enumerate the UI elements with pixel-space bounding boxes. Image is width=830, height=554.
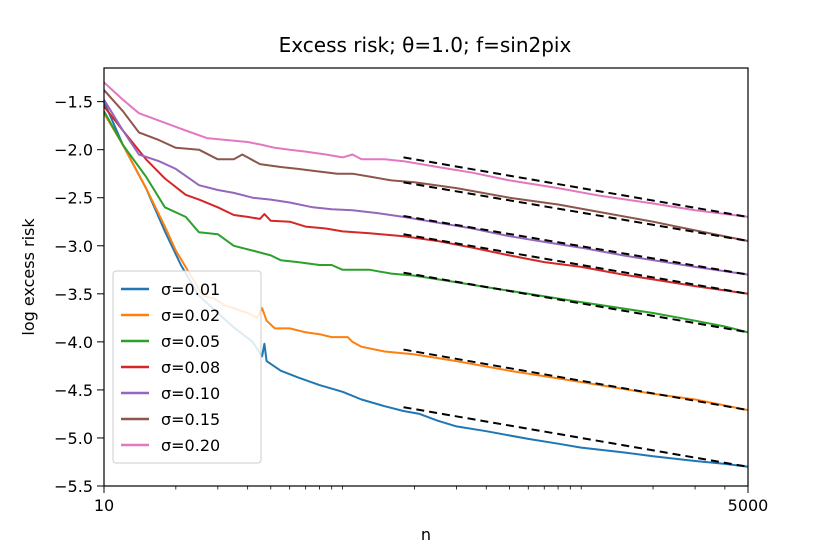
legend-entry: σ=0.15 (161, 410, 220, 429)
y-tick-label: −1.5 (54, 93, 93, 112)
plot-area (103, 81, 749, 468)
x-tick-label: 10 (94, 496, 114, 515)
chart-title: Excess risk; θ=1.0; f=sin2pix (279, 33, 572, 57)
legend-box (112, 270, 262, 464)
series-line-4 (103, 99, 749, 276)
x-axis: 10 5000 (94, 486, 769, 515)
y-tick-label: −4.5 (54, 381, 93, 400)
fit-line-6 (403, 156, 749, 218)
legend-entry: σ=0.02 (161, 306, 220, 325)
fit-line-4 (403, 214, 749, 276)
fit-line-5 (403, 181, 749, 242)
y-tick-label: −3.0 (54, 237, 93, 256)
y-axis: −5.5 −5.0 −4.5 −4.0 −3.5 −3.0 −2.5 −2.0 −1.5 (54, 93, 104, 496)
plot-frame (103, 67, 749, 487)
x-axis-label: n (421, 525, 431, 544)
x-tick-label: 5000 (728, 496, 769, 515)
legend-entry: σ=0.01 (161, 280, 220, 299)
fit-line-2 (403, 271, 749, 334)
legend-entry: σ=0.10 (161, 384, 220, 403)
fit-line-3 (403, 233, 749, 295)
series-line-5 (103, 89, 749, 242)
legend-entry: σ=0.05 (161, 332, 220, 351)
fit-line-1 (403, 348, 749, 412)
y-tick-label: −5.5 (54, 477, 93, 496)
legend-entry: σ=0.20 (161, 436, 220, 455)
series-line-2 (103, 110, 749, 334)
y-tick-label: −5.0 (54, 429, 93, 448)
legend-entry: σ=0.08 (161, 358, 220, 377)
fit-line-0 (403, 406, 749, 468)
y-tick-label: −2.0 (54, 141, 93, 160)
y-axis-label: log excess risk (19, 218, 38, 336)
series-line-3 (103, 105, 749, 295)
y-tick-label: −2.5 (54, 189, 93, 208)
series-line-6 (103, 81, 749, 218)
y-tick-label: −4.0 (54, 333, 93, 352)
legend: σ=0.01 σ=0.02 σ=0.05 σ=0.08 σ=0.10 σ=0.15 σ=0.… (112, 270, 262, 464)
y-tick-label: −3.5 (54, 285, 93, 304)
